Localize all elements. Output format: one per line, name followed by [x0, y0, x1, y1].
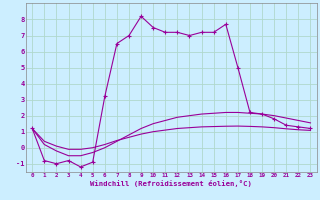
X-axis label: Windchill (Refroidissement éolien,°C): Windchill (Refroidissement éolien,°C) [91, 180, 252, 187]
